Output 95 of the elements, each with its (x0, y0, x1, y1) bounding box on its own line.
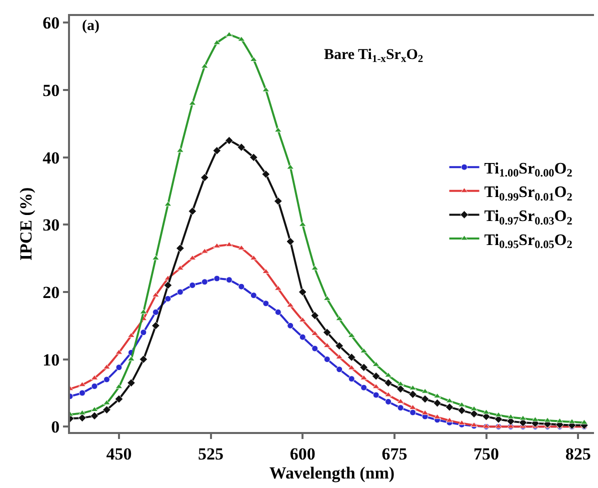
point (78, 410, 86, 415)
point (250, 292, 257, 299)
point (116, 364, 122, 371)
point (214, 275, 220, 282)
point (286, 237, 295, 246)
y-tick-label: 40 (42, 148, 60, 168)
x-tick-label: 450 (106, 444, 132, 464)
point (397, 404, 404, 412)
point (372, 392, 380, 398)
point (384, 378, 392, 388)
point (580, 419, 588, 424)
point (312, 345, 318, 352)
annotation: Bare Ti$_{1-x}$Sr$_{x}$O$_{2}$ (324, 47, 424, 66)
point (225, 136, 234, 145)
point (152, 308, 159, 316)
point (420, 394, 430, 404)
x-tick-label: 525 (198, 444, 224, 464)
point (298, 288, 307, 296)
point (507, 414, 514, 419)
point (249, 153, 258, 162)
point (287, 322, 294, 329)
y-tick-label: 50 (42, 81, 60, 100)
y-tick-label: 60 (42, 14, 60, 33)
point (102, 406, 111, 414)
point (237, 143, 246, 152)
point (212, 146, 222, 155)
point (458, 406, 466, 415)
point (188, 207, 197, 216)
point (78, 382, 86, 387)
point (310, 311, 320, 320)
point (114, 394, 124, 404)
point (299, 334, 306, 340)
point (482, 409, 490, 414)
point (385, 398, 392, 405)
point (128, 356, 135, 362)
point (372, 372, 380, 380)
point (532, 416, 539, 422)
point (78, 414, 86, 422)
point (274, 308, 282, 316)
point (238, 283, 245, 290)
x-tick-label: 600 (290, 444, 316, 464)
point (152, 321, 160, 330)
x-tick-label: 825 (565, 444, 591, 464)
point (176, 244, 184, 252)
point (78, 390, 86, 396)
point (434, 414, 441, 419)
point (458, 402, 466, 407)
point (445, 402, 454, 412)
y-axis-title: IPCE (%) (16, 187, 36, 261)
point (410, 409, 416, 416)
point (348, 376, 355, 382)
legend-label: Ti$_{0.95}$Sr$_{0.05}$O$_{2}$ (484, 232, 573, 252)
point (103, 364, 110, 370)
point (324, 356, 330, 363)
point (322, 328, 332, 337)
legend-label: Ti$_{1.00}$Sr$_{0.00}$O$_{2}$ (484, 160, 573, 180)
legend-label: Ti$_{0.97}$Sr$_{0.03}$O$_{2}$ (484, 208, 573, 228)
point (90, 412, 99, 420)
point (274, 196, 282, 206)
point (262, 300, 270, 307)
point (164, 295, 172, 302)
point (103, 400, 110, 405)
point (408, 390, 417, 398)
point (360, 363, 368, 372)
point (201, 278, 208, 286)
y-tick-label: 20 (42, 282, 60, 302)
point (127, 378, 136, 388)
point (226, 276, 232, 284)
point (128, 332, 135, 338)
point (335, 342, 344, 350)
point (396, 384, 405, 394)
point (189, 282, 196, 289)
point (140, 329, 147, 336)
point (470, 410, 478, 418)
point (556, 418, 564, 423)
point (336, 366, 343, 373)
x-tick-label: 750 (474, 444, 500, 464)
point (262, 170, 270, 178)
point (360, 384, 368, 391)
y-tick-label: 30 (42, 216, 60, 235)
annotation: (a) (82, 18, 100, 34)
point (433, 398, 442, 408)
x-tick-label: 675 (382, 444, 408, 464)
y-tick-label: 10 (42, 350, 60, 370)
x-axis-title: Wavelength (nm) (269, 463, 395, 482)
point (139, 355, 148, 364)
point (103, 376, 110, 383)
y-tick-label: 0 (51, 418, 60, 437)
point (176, 288, 184, 296)
point (347, 353, 356, 362)
point (91, 382, 98, 390)
legend-label: Ti$_{0.99}$Sr$_{0.01}$O$_{2}$ (484, 184, 573, 204)
point (164, 281, 172, 290)
point (200, 173, 209, 182)
point (434, 393, 441, 398)
